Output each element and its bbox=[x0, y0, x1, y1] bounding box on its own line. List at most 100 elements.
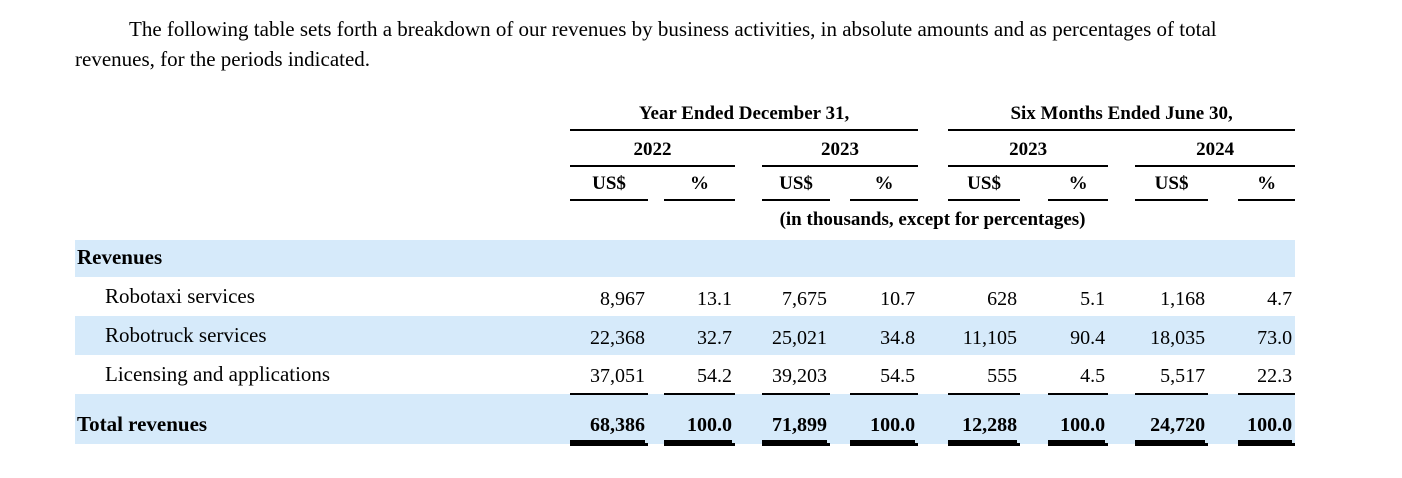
spacer-cell bbox=[1108, 166, 1135, 200]
spacer-cell bbox=[648, 277, 664, 316]
cell-licensing-6m2023-usd: 555 bbox=[948, 355, 1021, 395]
spacer-cell bbox=[1108, 316, 1135, 355]
cell-total-6m2023-usd: 12,288 bbox=[948, 394, 1021, 446]
spacer-cell bbox=[1208, 316, 1238, 355]
column-group-header-row: Year Ended December 31, Six Months Ended… bbox=[75, 96, 1296, 131]
cell-robotruck-fy2023-usd: 25,021 bbox=[772, 327, 827, 349]
spacer-cell bbox=[735, 394, 762, 444]
table-row-robotaxi-services: Robotaxi services 8,967 13.1 7,675 10.7 … bbox=[75, 277, 1295, 316]
spacer-cell bbox=[735, 277, 762, 316]
row-label-licensing-and-applications: Licensing and applications bbox=[105, 362, 331, 386]
spacer-cell bbox=[1108, 394, 1135, 444]
year-header-fy2022: 2022 bbox=[570, 130, 735, 167]
spacer-cell bbox=[735, 166, 762, 200]
spacer-cell bbox=[1208, 277, 1238, 316]
intro-paragraph: The following table sets forth a breakdo… bbox=[75, 17, 1217, 71]
units-note-row: (in thousands, except for percentages) bbox=[75, 200, 1295, 240]
cell-robotruck-fy2022-usd: 22,368 bbox=[590, 327, 645, 349]
cell-total-fy2023-usd: 71,899 bbox=[762, 394, 830, 446]
spacer-cell bbox=[735, 355, 762, 394]
cell-licensing-fy2022-usd: 37,051 bbox=[570, 355, 648, 395]
spacer-cell bbox=[1108, 355, 1135, 394]
spacer-cell bbox=[830, 316, 850, 355]
col-group-six-months-ended-june-30: Six Months Ended June 30, bbox=[948, 96, 1296, 131]
spacer-cell bbox=[918, 96, 948, 130]
cell-licensing-fy2023-usd: 39,203 bbox=[762, 355, 830, 395]
spacer-cell bbox=[1208, 355, 1238, 394]
cell-robotaxi-6m2024-pct: 4.7 bbox=[1267, 288, 1293, 310]
cell-total-6m2023-pct: 100.0 bbox=[1048, 394, 1109, 446]
units-note: (in thousands, except for percentages) bbox=[779, 209, 1086, 230]
spacer-cell bbox=[75, 200, 570, 240]
cell-licensing-6m2024-usd: 5,517 bbox=[1135, 355, 1209, 395]
spacer-cell bbox=[648, 166, 664, 200]
table-row-total-revenues: Total revenues 68,386 100.0 71,899 100.0… bbox=[75, 394, 1296, 446]
cell-robotaxi-fy2023-pct: 10.7 bbox=[880, 288, 916, 310]
cell-total-fy2022-usd: 68,386 bbox=[570, 394, 648, 446]
cell-robotruck-6m2024-pct: 73.0 bbox=[1257, 327, 1293, 349]
spacer-cell bbox=[648, 355, 664, 394]
spacer-cell bbox=[1208, 394, 1238, 444]
unit-header-row: US$ % US$ % US$ % US$ % bbox=[75, 166, 1296, 201]
spacer-cell bbox=[1020, 316, 1048, 355]
cell-total-6m2024-usd: 24,720 bbox=[1135, 394, 1209, 446]
section-header-revenues: Revenues bbox=[77, 245, 163, 269]
year-header-row: 2022 2023 2023 2024 bbox=[75, 130, 1296, 167]
spacer-cell bbox=[1208, 166, 1238, 200]
unit-header-usd: US$ bbox=[762, 166, 830, 201]
cell-robotaxi-6m2024-usd: 1,168 bbox=[1160, 288, 1206, 310]
cell-total-fy2023-pct: 100.0 bbox=[850, 394, 919, 446]
col-group-year-ended-december-31: Year Ended December 31, bbox=[570, 96, 919, 131]
cell-licensing-6m2023-pct: 4.5 bbox=[1048, 355, 1109, 395]
spacer-cell bbox=[75, 96, 570, 130]
cell-total-6m2024-pct: 100.0 bbox=[1238, 394, 1296, 446]
cell-robotaxi-fy2022-pct: 13.1 bbox=[697, 288, 732, 310]
cell-robotruck-6m2024-usd: 18,035 bbox=[1150, 327, 1206, 349]
unit-header-usd: US$ bbox=[570, 166, 648, 201]
cell-robotaxi-fy2022-usd: 8,967 bbox=[600, 288, 645, 310]
year-header-fy2023: 2023 bbox=[762, 130, 919, 167]
spacer-cell bbox=[918, 316, 948, 355]
cell-robotaxi-fy2023-usd: 7,675 bbox=[782, 288, 827, 310]
spacer-cell bbox=[1108, 277, 1135, 316]
year-header-6m2024: 2024 bbox=[1135, 130, 1296, 167]
spacer-cell bbox=[830, 277, 850, 316]
spacer-cell bbox=[648, 316, 664, 355]
row-label-total-revenues: Total revenues bbox=[77, 412, 208, 436]
unit-header-pct: % bbox=[850, 166, 919, 201]
section-header-row-revenues: Revenues bbox=[75, 240, 1296, 277]
table-row-licensing-and-applications: Licensing and applications 37,051 54.2 3… bbox=[75, 355, 1296, 395]
unit-header-usd: US$ bbox=[1135, 166, 1209, 201]
spacer-cell bbox=[75, 166, 570, 200]
revenue-breakdown-table: Year Ended December 31, Six Months Ended… bbox=[75, 96, 1296, 446]
spacer-cell bbox=[918, 130, 948, 166]
unit-header-pct: % bbox=[1238, 166, 1296, 201]
unit-header-pct: % bbox=[1048, 166, 1109, 201]
cell-licensing-fy2023-pct: 54.5 bbox=[850, 355, 919, 395]
cell-robotruck-6m2023-usd: 11,105 bbox=[962, 327, 1018, 349]
spacer-cell bbox=[830, 355, 850, 394]
spacer-cell bbox=[918, 394, 948, 444]
spacer-cell bbox=[830, 166, 850, 200]
cell-licensing-fy2022-pct: 54.2 bbox=[664, 355, 735, 395]
spacer-cell bbox=[830, 394, 850, 444]
unit-header-pct: % bbox=[664, 166, 735, 201]
row-label-robotruck-services: Robotruck services bbox=[105, 323, 267, 347]
cell-robotruck-fy2023-pct: 34.8 bbox=[880, 327, 916, 349]
cell-robotruck-fy2022-pct: 32.7 bbox=[697, 327, 732, 349]
spacer-cell bbox=[1108, 130, 1135, 166]
year-header-6m2023: 2023 bbox=[948, 130, 1109, 167]
cell-total-fy2022-pct: 100.0 bbox=[664, 394, 735, 446]
spacer-cell bbox=[75, 130, 570, 166]
table-row-robotruck-services: Robotruck services 22,368 32.7 25,021 34… bbox=[75, 316, 1296, 355]
spacer-cell bbox=[1020, 355, 1048, 394]
spacer-cell bbox=[1020, 166, 1048, 200]
spacer-cell bbox=[918, 355, 948, 394]
cell-robotaxi-6m2023-usd: 628 bbox=[987, 288, 1018, 310]
row-label-robotaxi-services: Robotaxi services bbox=[105, 284, 255, 308]
spacer-cell bbox=[1020, 277, 1048, 316]
unit-header-usd: US$ bbox=[948, 166, 1021, 201]
spacer-cell bbox=[648, 394, 664, 444]
spacer-cell bbox=[918, 277, 948, 316]
